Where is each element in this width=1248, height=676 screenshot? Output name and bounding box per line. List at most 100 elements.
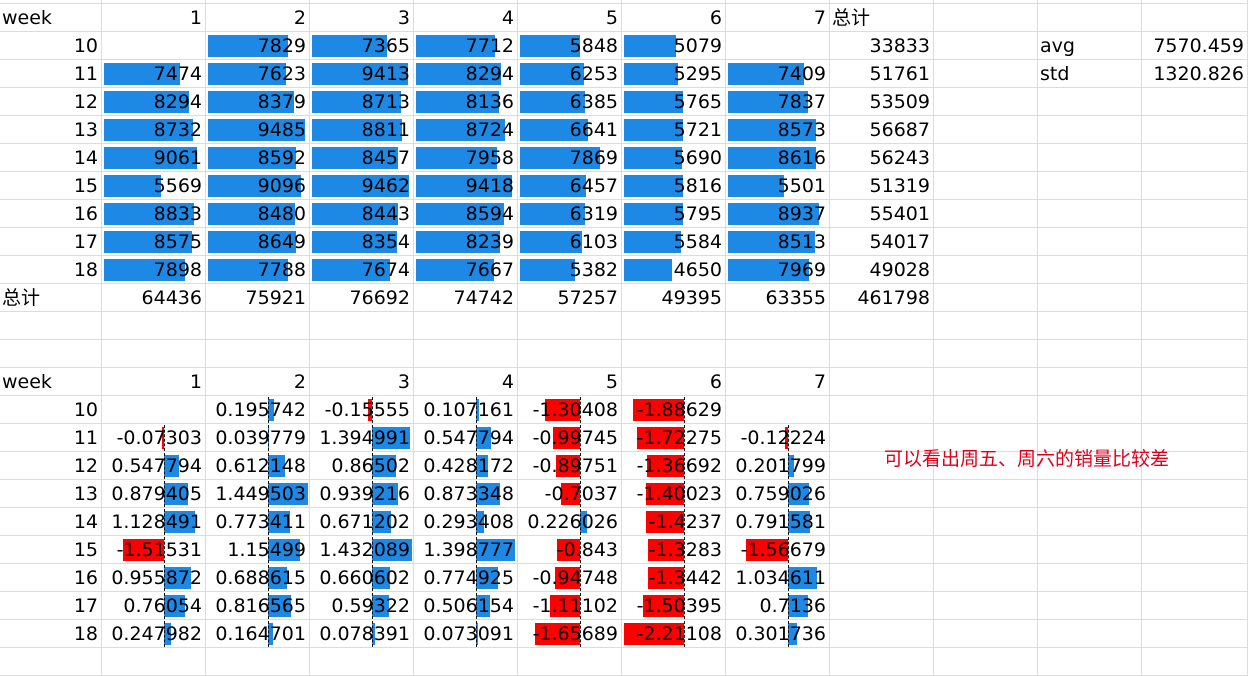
grid-cell[interactable] (830, 396, 934, 424)
grid-cell[interactable] (934, 4, 1038, 32)
top-data-cell[interactable]: 8513 (726, 228, 830, 256)
bottom-data-cell[interactable]: 0.86502 (310, 452, 414, 480)
grid-cell[interactable] (830, 340, 934, 368)
bottom-data-cell[interactable]: 0.301736 (726, 620, 830, 648)
top-row-total[interactable]: 56243 (830, 144, 934, 172)
top-data-cell[interactable]: 5382 (518, 256, 622, 284)
bottom-data-cell[interactable]: -1.65689 (518, 620, 622, 648)
top-data-cell[interactable]: 7788 (206, 256, 310, 284)
grid-cell[interactable] (518, 312, 622, 340)
grid-cell[interactable] (830, 620, 934, 648)
total-row-cell[interactable]: 64436 (102, 284, 206, 312)
top-data-cell[interactable]: 7667 (414, 256, 518, 284)
top-header-day[interactable]: 3 (310, 4, 414, 32)
grid-cell[interactable] (310, 312, 414, 340)
grid-cell[interactable] (310, 648, 414, 676)
top-data-cell[interactable]: 6641 (518, 116, 622, 144)
total-row-cell[interactable]: 63355 (726, 284, 830, 312)
grid-cell[interactable] (0, 340, 102, 368)
top-data-cell[interactable]: 8354 (310, 228, 414, 256)
bottom-data-cell[interactable]: 0.164701 (206, 620, 310, 648)
top-data-cell[interactable]: 9096 (206, 172, 310, 200)
top-data-cell[interactable]: 7409 (726, 60, 830, 88)
top-data-cell[interactable]: 8575 (102, 228, 206, 256)
grid-cell[interactable] (1038, 116, 1142, 144)
grid-cell[interactable] (934, 396, 1038, 424)
top-data-cell[interactable]: 8732 (102, 116, 206, 144)
top-data-cell[interactable]: 8379 (206, 88, 310, 116)
grid-cell[interactable] (622, 312, 726, 340)
grid-cell[interactable] (1142, 256, 1248, 284)
grid-cell[interactable] (934, 200, 1038, 228)
grid-cell[interactable] (1038, 508, 1142, 536)
grid-cell[interactable] (1142, 116, 1248, 144)
grid-cell[interactable] (414, 340, 518, 368)
bottom-data-cell[interactable]: -0.12224 (726, 424, 830, 452)
top-row-week[interactable]: 13 (0, 116, 102, 144)
grid-cell[interactable] (1142, 172, 1248, 200)
grid-cell[interactable] (934, 536, 1038, 564)
bottom-data-cell[interactable]: -1.51531 (102, 536, 206, 564)
bottom-data-cell[interactable]: 0.955872 (102, 564, 206, 592)
bottom-data-cell[interactable]: 1.394991 (310, 424, 414, 452)
top-row-week[interactable]: 16 (0, 200, 102, 228)
top-data-cell[interactable]: 8937 (726, 200, 830, 228)
grid-cell[interactable] (934, 452, 1038, 480)
grid-cell[interactable] (206, 312, 310, 340)
grid-cell[interactable] (206, 0, 310, 4)
top-data-cell[interactable]: 7712 (414, 32, 518, 60)
bottom-row-week[interactable]: 13 (0, 480, 102, 508)
bottom-data-cell[interactable]: 0.247982 (102, 620, 206, 648)
bottom-data-cell[interactable]: -0.94748 (518, 564, 622, 592)
bottom-data-cell[interactable]: 1.449503 (206, 480, 310, 508)
top-row-total[interactable]: 54017 (830, 228, 934, 256)
top-row-total[interactable]: 33833 (830, 32, 934, 60)
grid-cell[interactable] (726, 0, 830, 4)
bottom-data-cell[interactable]: 0.773411 (206, 508, 310, 536)
top-row-week[interactable]: 11 (0, 60, 102, 88)
bottom-data-cell[interactable]: -1.56679 (726, 536, 830, 564)
bottom-data-cell[interactable]: 0.939216 (310, 480, 414, 508)
grid-cell[interactable] (1142, 648, 1248, 676)
grid-cell[interactable] (726, 312, 830, 340)
top-row-week[interactable]: 14 (0, 144, 102, 172)
total-row-cell[interactable]: 76692 (310, 284, 414, 312)
top-data-cell[interactable]: 4650 (622, 256, 726, 284)
top-data-cell[interactable]: 8616 (726, 144, 830, 172)
bottom-row-week[interactable]: 11 (0, 424, 102, 452)
top-header-day[interactable]: 1 (102, 4, 206, 32)
grid-cell[interactable] (1142, 536, 1248, 564)
top-data-cell[interactable]: 7837 (726, 88, 830, 116)
grid-cell[interactable] (310, 0, 414, 4)
grid-cell[interactable] (934, 368, 1038, 396)
grid-cell[interactable] (830, 368, 934, 396)
grid-cell[interactable] (102, 0, 206, 4)
grid-cell[interactable] (206, 648, 310, 676)
grid-cell[interactable] (1142, 4, 1248, 32)
bottom-data-cell[interactable]: -1.3283 (622, 536, 726, 564)
top-row-week[interactable]: 18 (0, 256, 102, 284)
top-data-cell[interactable]: 5501 (726, 172, 830, 200)
bottom-data-cell[interactable]: 1.15499 (206, 536, 310, 564)
grid-cell[interactable] (830, 536, 934, 564)
grid-cell[interactable] (934, 648, 1038, 676)
grid-cell[interactable] (1142, 340, 1248, 368)
grid-cell[interactable] (1142, 396, 1248, 424)
bottom-data-cell[interactable]: -0.89751 (518, 452, 622, 480)
grid-cell[interactable] (830, 564, 934, 592)
grid-cell[interactable] (1142, 368, 1248, 396)
grid-cell[interactable] (1142, 480, 1248, 508)
top-data-cell[interactable]: 7674 (310, 256, 414, 284)
grid-cell[interactable] (830, 452, 934, 480)
top-data-cell[interactable] (102, 32, 206, 60)
grid-cell[interactable] (934, 284, 1038, 312)
bottom-data-cell[interactable]: -1.72275 (622, 424, 726, 452)
top-data-cell[interactable]: 7474 (102, 60, 206, 88)
bottom-data-cell[interactable]: -1.36692 (622, 452, 726, 480)
top-data-cell[interactable]: 8713 (310, 88, 414, 116)
top-data-cell[interactable]: 9485 (206, 116, 310, 144)
top-header-day[interactable]: 6 (622, 4, 726, 32)
grid-cell[interactable] (934, 508, 1038, 536)
bottom-data-cell[interactable]: 0.774925 (414, 564, 518, 592)
grid-cell[interactable] (622, 340, 726, 368)
